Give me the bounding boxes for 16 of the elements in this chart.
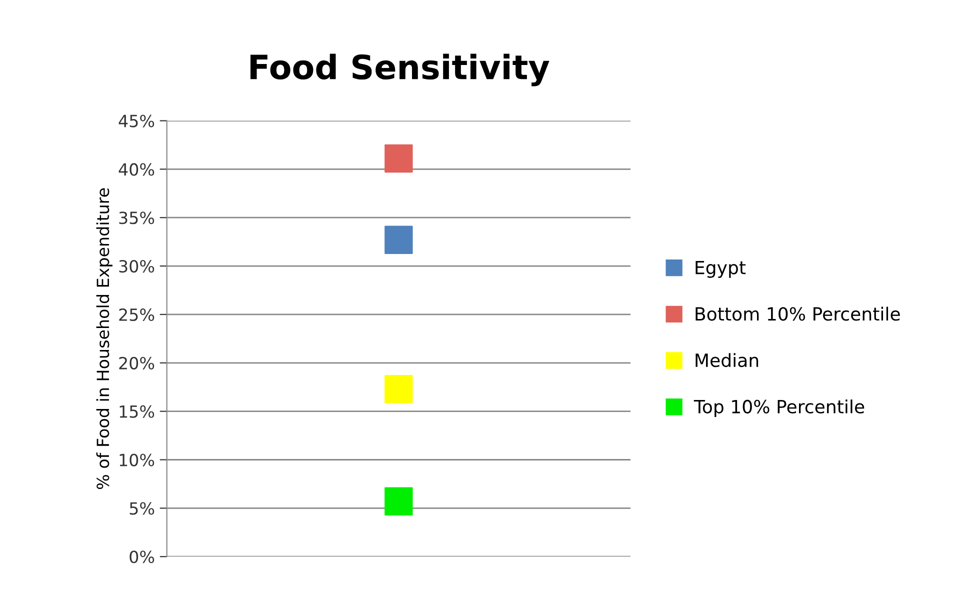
y-tick-label: 20% <box>119 356 154 370</box>
y-tick-label: 45% <box>118 114 154 128</box>
y-tick-label: 5% <box>130 502 154 515</box>
legend-label: Egypt <box>696 260 746 278</box>
y-tick-label: 15% <box>120 405 154 418</box>
y-tick-label: 10% <box>120 454 154 466</box>
y-tick-label: 25% <box>119 308 154 322</box>
y-tick-label: 30% <box>119 260 154 273</box>
y-tick-label: 0% <box>130 550 154 564</box>
legend-label: Top 10% Percentile <box>694 399 864 417</box>
y-tick-label: 40% <box>118 163 154 176</box>
legend-label: Median <box>696 353 758 368</box>
legend-label: Bottom 10% Percentile <box>696 306 900 321</box>
y-tick-label: 35% <box>119 212 154 224</box>
y-axis-title: % of Food in Household Expenditure <box>96 188 112 490</box>
chart-title: Food Sensitivity <box>250 54 550 86</box>
